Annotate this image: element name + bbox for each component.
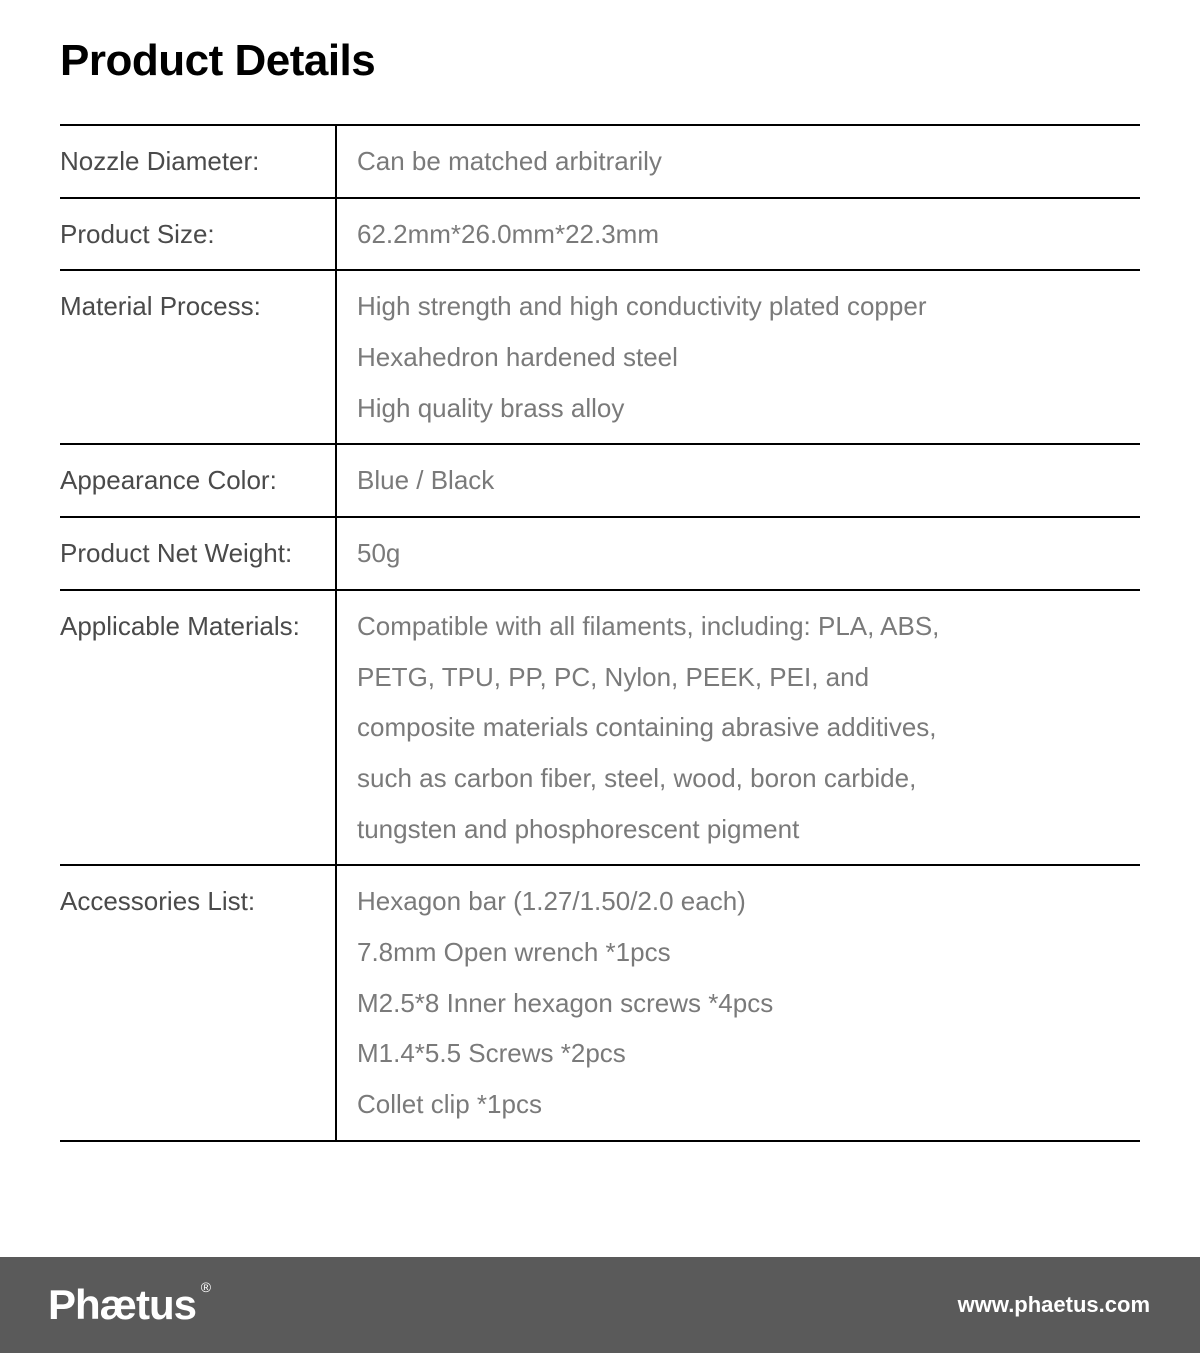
- spec-value: 50g: [336, 517, 1140, 590]
- footer-bar: Phætus® www.phaetus.com: [0, 1257, 1200, 1353]
- spec-value-line: 50g: [357, 528, 1140, 579]
- page-title: Product Details: [60, 36, 1140, 86]
- spec-label: Nozzle Diameter:: [60, 125, 336, 198]
- spec-label: Material Process:: [60, 270, 336, 444]
- product-details-table: Nozzle Diameter: Can be matched arbitrari…: [60, 124, 1140, 1142]
- table-row: Applicable Materials: Compatible with all…: [60, 590, 1140, 865]
- table-row: Appearance Color: Blue / Black: [60, 444, 1140, 517]
- spec-value-line: M1.4*5.5 Screws *2pcs: [357, 1028, 1140, 1079]
- spec-value: Can be matched arbitrarily: [336, 125, 1140, 198]
- table-row: Nozzle Diameter: Can be matched arbitrari…: [60, 125, 1140, 198]
- spec-value: Blue / Black: [336, 444, 1140, 517]
- spec-value-line: Blue / Black: [357, 455, 1140, 506]
- spec-value-line: Can be matched arbitrarily: [357, 136, 1140, 187]
- spec-value-line: 62.2mm*26.0mm*22.3mm: [357, 209, 1140, 260]
- table-row: Material Process: High strength and high …: [60, 270, 1140, 444]
- spec-value: High strength and high conductivity plat…: [336, 270, 1140, 444]
- spec-value-line: tungsten and phosphorescent pigment: [357, 804, 1140, 855]
- spec-label: Appearance Color:: [60, 444, 336, 517]
- spec-value-line: Collet clip *1pcs: [357, 1079, 1140, 1130]
- spec-value-line: composite materials containing abrasive …: [357, 702, 1140, 753]
- spec-value-line: High strength and high conductivity plat…: [357, 281, 1140, 332]
- spec-label: Applicable Materials:: [60, 590, 336, 865]
- spec-value-line: M2.5*8 Inner hexagon screws *4pcs: [357, 978, 1140, 1029]
- spec-value-line: Hexagon bar (1.27/1.50/2.0 each): [357, 876, 1140, 927]
- spec-label: Accessories List:: [60, 865, 336, 1140]
- spec-label: Product Net Weight:: [60, 517, 336, 590]
- spec-value-line: Compatible with all filaments, including…: [357, 601, 1140, 652]
- table-row: Accessories List:Hexagon bar (1.27/1.50/…: [60, 865, 1140, 1140]
- registered-mark: ®: [201, 1279, 210, 1295]
- table-row: Product Net Weight: 50g: [60, 517, 1140, 590]
- table-row: Product Size: 62.2mm*26.0mm*22.3mm: [60, 198, 1140, 271]
- spec-label: Product Size:: [60, 198, 336, 271]
- spec-value-line: Hexahedron hardened steel: [357, 332, 1140, 383]
- spec-value-line: such as carbon fiber, steel, wood, boron…: [357, 753, 1140, 804]
- brand-logo: Phætus®: [48, 1281, 196, 1329]
- spec-value-line: 7.8mm Open wrench *1pcs: [357, 927, 1140, 978]
- spec-value-line: PETG, TPU, PP, PC, Nylon, PEEK, PEI, and: [357, 652, 1140, 703]
- spec-value: Compatible with all filaments, including…: [336, 590, 1140, 865]
- brand-logo-text: Phætus: [48, 1281, 196, 1328]
- spec-value: 62.2mm*26.0mm*22.3mm: [336, 198, 1140, 271]
- spec-value-line: High quality brass alloy: [357, 383, 1140, 434]
- brand-url: www.phaetus.com: [958, 1292, 1150, 1318]
- spec-value: Hexagon bar (1.27/1.50/2.0 each)7.8mm Op…: [336, 865, 1140, 1140]
